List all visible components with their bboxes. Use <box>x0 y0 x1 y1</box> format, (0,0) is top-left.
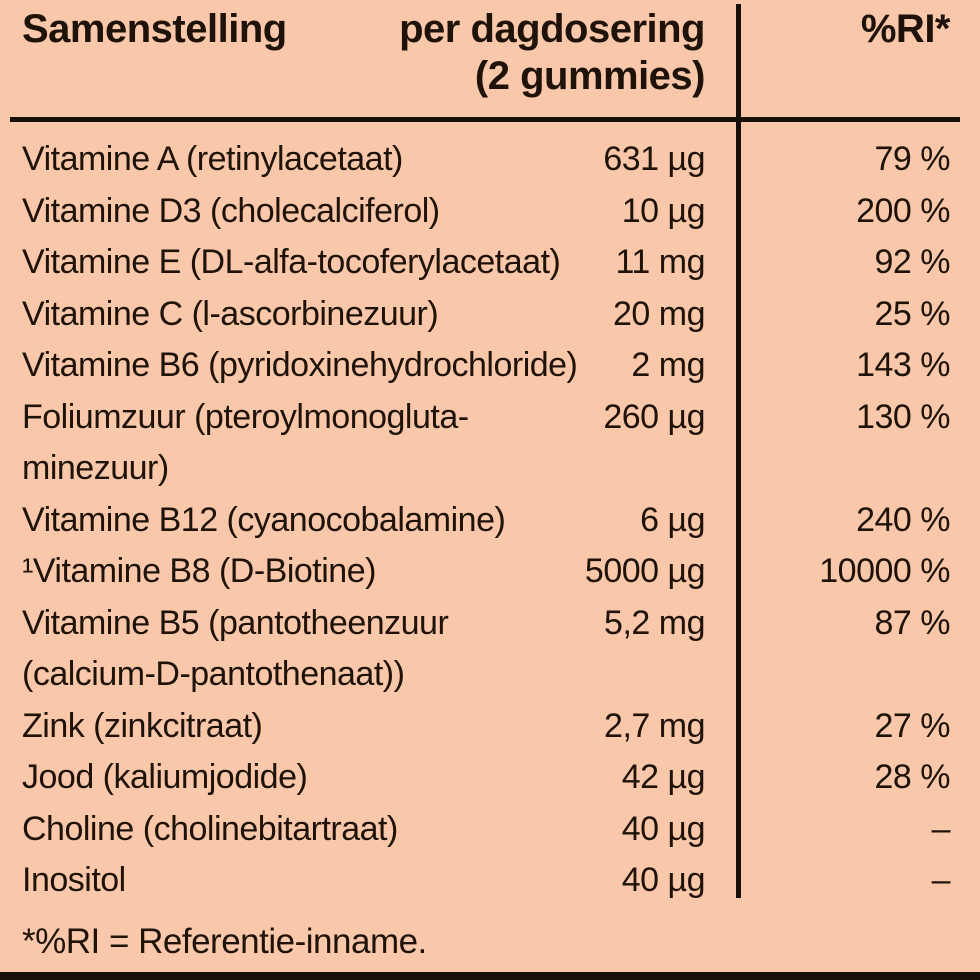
ingredient-name: Jood (kaliumjodide) <box>22 758 308 796</box>
table-rows: Vitamine A (retinylacetaat) 631 µg 79 % Vit… <box>0 134 980 907</box>
ingredient-name: Vitamine B5 (pantotheenzuur (calcium-D-p… <box>22 603 449 694</box>
table-row: Vitamine A (retinylacetaat) 631 µg 79 % <box>0 134 980 186</box>
ri-value: 25 % <box>874 294 951 333</box>
table-row: Vitamine E (DL-alfa-tocoferylacetaat) 11 … <box>0 237 980 289</box>
amount-value: 10 µg <box>621 191 706 230</box>
ingredient-name: Vitamine B6 (pyridoxinehydrochloride) <box>22 346 578 384</box>
ingredient-name: Choline (cholinebitartraat) <box>22 809 398 848</box>
ri-value: 79 % <box>874 140 951 178</box>
amount-value: 260 µg <box>603 397 705 436</box>
table-row: Foliumzuur (pteroylmonogluta- minezuur) 2… <box>0 392 980 495</box>
ri-value: 27 % <box>874 706 951 745</box>
ri-value: 10000 % <box>819 552 950 590</box>
amount-value: 6 µg <box>640 500 705 539</box>
amount-value: 5000 µg <box>584 552 706 590</box>
ri-value: 130 % <box>856 397 950 436</box>
bottom-edge-line <box>0 972 980 980</box>
ingredient-name: Vitamine C (l-ascorbinezuur) <box>22 294 439 333</box>
ri-value: – <box>931 809 951 848</box>
ingredient-name: Foliumzuur (pteroylmonogluta- minezuur) <box>22 397 469 488</box>
table-row: Choline (cholinebitartraat) 40 µg – <box>0 804 980 856</box>
ri-value: 92 % <box>874 243 951 281</box>
ingredient-name: Zink (zinkcitraat) <box>22 706 263 745</box>
ri-value: 143 % <box>856 346 950 384</box>
footnote: *%RI = Referentie-inname. <box>22 922 427 961</box>
ri-value: 28 % <box>874 758 951 796</box>
table-row: Zink (zinkcitraat) 2,7 mg 27 % <box>0 701 980 753</box>
ingredient-name: Vitamine E (DL-alfa-tocoferylacetaat) <box>22 243 561 281</box>
amount-value: 40 µg <box>621 809 706 848</box>
amount-value: 2 mg <box>631 346 705 384</box>
header-divider-line <box>10 117 960 122</box>
table-row: Vitamine D3 (cholecalciferol) 10 µg 200 % <box>0 186 980 238</box>
table-row: Vitamine B6 (pyridoxinehydrochloride) 2 m… <box>0 340 980 392</box>
ingredient-name: Vitamine A (retinylacetaat) <box>22 140 403 178</box>
table-row: ¹Vitamine B8 (D-Biotine) 5000 µg 10000 % <box>0 546 980 598</box>
column-divider-line <box>736 4 741 898</box>
table-header: Samenstelling per dagdosering (2 gummies… <box>0 6 980 100</box>
header-col-ri: %RI* <box>860 7 951 51</box>
amount-value: 42 µg <box>621 758 706 796</box>
ingredient-name: Inositol <box>22 861 126 899</box>
ingredient-name: Vitamine D3 (cholecalciferol) <box>22 191 440 230</box>
table-row: Inositol 40 µg – <box>0 855 980 907</box>
amount-value: 631 µg <box>603 140 705 178</box>
ri-value: 87 % <box>874 603 951 642</box>
amount-value: 2,7 mg <box>604 706 705 745</box>
amount-value: 5,2 mg <box>604 603 705 642</box>
amount-value: 40 µg <box>621 861 706 899</box>
table-row: Vitamine B5 (pantotheenzuur (calcium-D-p… <box>0 598 980 701</box>
amount-value: 11 mg <box>615 243 706 281</box>
header-col-dose: per dagdosering (2 gummies) <box>399 7 705 98</box>
ri-value: 240 % <box>856 500 950 539</box>
header-col-composition: Samenstelling <box>22 7 287 51</box>
ingredient-name: ¹Vitamine B8 (D-Biotine) <box>22 552 376 590</box>
ri-value: 200 % <box>856 191 950 230</box>
amount-value: 20 mg <box>613 294 706 333</box>
ingredient-name: Vitamine B12 (cyanocobalamine) <box>22 500 506 539</box>
table-row: Vitamine B12 (cyanocobalamine) 6 µg 240 % <box>0 495 980 547</box>
table-row: Vitamine C (l-ascorbinezuur) 20 mg 25 % <box>0 289 980 341</box>
ri-value: – <box>931 861 951 899</box>
table-row: Jood (kaliumjodide) 42 µg 28 % <box>0 752 980 804</box>
